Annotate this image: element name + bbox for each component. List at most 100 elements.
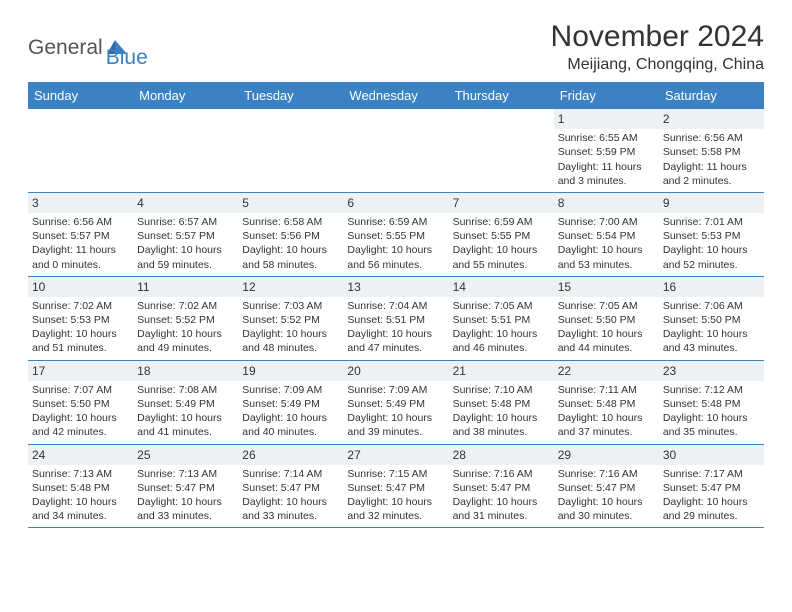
day-number: 29	[554, 445, 659, 465]
sunrise-text: Sunrise: 7:16 AM	[558, 467, 655, 481]
week-row: 3Sunrise: 6:56 AMSunset: 5:57 PMDaylight…	[28, 193, 764, 277]
daylight-text: Daylight: 10 hours and 52 minutes.	[663, 243, 760, 271]
day-number: 23	[659, 361, 764, 381]
sunset-text: Sunset: 5:54 PM	[558, 229, 655, 243]
sunset-text: Sunset: 5:50 PM	[663, 313, 760, 327]
day-cell: 29Sunrise: 7:16 AMSunset: 5:47 PMDayligh…	[554, 445, 659, 528]
sunset-text: Sunset: 5:50 PM	[32, 397, 129, 411]
day-number: 30	[659, 445, 764, 465]
sunrise-text: Sunrise: 7:05 AM	[558, 299, 655, 313]
sunset-text: Sunset: 5:47 PM	[558, 481, 655, 495]
week-row: 24Sunrise: 7:13 AMSunset: 5:48 PMDayligh…	[28, 445, 764, 529]
day-body: Sunrise: 7:12 AMSunset: 5:48 PMDaylight:…	[659, 381, 764, 444]
sunrise-text: Sunrise: 7:13 AM	[137, 467, 234, 481]
day-number: 16	[659, 277, 764, 297]
day-cell	[238, 109, 343, 192]
day-number: 21	[449, 361, 554, 381]
day-number: 20	[343, 361, 448, 381]
day-body: Sunrise: 6:58 AMSunset: 5:56 PMDaylight:…	[238, 213, 343, 276]
daylight-text: Daylight: 10 hours and 38 minutes.	[453, 411, 550, 439]
weekday-header: Saturday	[659, 82, 764, 109]
day-cell: 30Sunrise: 7:17 AMSunset: 5:47 PMDayligh…	[659, 445, 764, 528]
sunrise-text: Sunrise: 7:04 AM	[347, 299, 444, 313]
sunrise-text: Sunrise: 6:55 AM	[558, 131, 655, 145]
sunset-text: Sunset: 5:48 PM	[453, 397, 550, 411]
sunrise-text: Sunrise: 7:01 AM	[663, 215, 760, 229]
sunrise-text: Sunrise: 6:57 AM	[137, 215, 234, 229]
sunrise-text: Sunrise: 7:02 AM	[137, 299, 234, 313]
day-cell	[28, 109, 133, 192]
daylight-text: Daylight: 10 hours and 53 minutes.	[558, 243, 655, 271]
day-cell: 7Sunrise: 6:59 AMSunset: 5:55 PMDaylight…	[449, 193, 554, 276]
sunset-text: Sunset: 5:58 PM	[663, 145, 760, 159]
month-title: November 2024	[551, 20, 764, 54]
daylight-text: Daylight: 11 hours and 2 minutes.	[663, 160, 760, 188]
day-body: Sunrise: 7:09 AMSunset: 5:49 PMDaylight:…	[238, 381, 343, 444]
daylight-text: Daylight: 10 hours and 33 minutes.	[137, 495, 234, 523]
day-body: Sunrise: 7:02 AMSunset: 5:52 PMDaylight:…	[133, 297, 238, 360]
sunset-text: Sunset: 5:53 PM	[663, 229, 760, 243]
day-number: 12	[238, 277, 343, 297]
day-number: 19	[238, 361, 343, 381]
day-cell: 9 Sunrise: 7:01 AMSunset: 5:53 PMDaylight…	[659, 193, 764, 276]
sunset-text: Sunset: 5:51 PM	[347, 313, 444, 327]
sunset-text: Sunset: 5:48 PM	[558, 397, 655, 411]
sunrise-text: Sunrise: 6:56 AM	[32, 215, 129, 229]
day-number: 5	[238, 193, 343, 213]
day-body: Sunrise: 7:16 AMSunset: 5:47 PMDaylight:…	[449, 465, 554, 528]
day-number: 8	[554, 193, 659, 213]
sunset-text: Sunset: 5:52 PM	[242, 313, 339, 327]
day-cell: 16Sunrise: 7:06 AMSunset: 5:50 PMDayligh…	[659, 277, 764, 360]
sunset-text: Sunset: 5:57 PM	[137, 229, 234, 243]
sunset-text: Sunset: 5:47 PM	[242, 481, 339, 495]
sunset-text: Sunset: 5:59 PM	[558, 145, 655, 159]
weeks-container: 1Sunrise: 6:55 AMSunset: 5:59 PMDaylight…	[28, 109, 764, 528]
sunset-text: Sunset: 5:57 PM	[32, 229, 129, 243]
sunrise-text: Sunrise: 7:06 AM	[663, 299, 760, 313]
day-cell: 13Sunrise: 7:04 AMSunset: 5:51 PMDayligh…	[343, 277, 448, 360]
day-number: 11	[133, 277, 238, 297]
day-cell: 14Sunrise: 7:05 AMSunset: 5:51 PMDayligh…	[449, 277, 554, 360]
daylight-text: Daylight: 10 hours and 47 minutes.	[347, 327, 444, 355]
sunrise-text: Sunrise: 7:09 AM	[347, 383, 444, 397]
weekday-header: Wednesday	[343, 82, 448, 109]
day-body: Sunrise: 7:04 AMSunset: 5:51 PMDaylight:…	[343, 297, 448, 360]
day-body: Sunrise: 7:09 AMSunset: 5:49 PMDaylight:…	[343, 381, 448, 444]
day-number: 24	[28, 445, 133, 465]
day-cell: 23Sunrise: 7:12 AMSunset: 5:48 PMDayligh…	[659, 361, 764, 444]
day-number: 26	[238, 445, 343, 465]
sunrise-text: Sunrise: 7:09 AM	[242, 383, 339, 397]
sunrise-text: Sunrise: 7:05 AM	[453, 299, 550, 313]
daylight-text: Daylight: 10 hours and 37 minutes.	[558, 411, 655, 439]
sunset-text: Sunset: 5:47 PM	[347, 481, 444, 495]
title-block: November 2024 Meijiang, Chongqing, China	[551, 20, 764, 74]
sunrise-text: Sunrise: 7:10 AM	[453, 383, 550, 397]
sunrise-text: Sunrise: 7:15 AM	[347, 467, 444, 481]
day-body: Sunrise: 7:07 AMSunset: 5:50 PMDaylight:…	[28, 381, 133, 444]
day-body: Sunrise: 7:15 AMSunset: 5:47 PMDaylight:…	[343, 465, 448, 528]
location: Meijiang, Chongqing, China	[551, 56, 764, 74]
day-body: Sunrise: 6:59 AMSunset: 5:55 PMDaylight:…	[343, 213, 448, 276]
day-cell: 6Sunrise: 6:59 AMSunset: 5:55 PMDaylight…	[343, 193, 448, 276]
day-cell: 18Sunrise: 7:08 AMSunset: 5:49 PMDayligh…	[133, 361, 238, 444]
day-cell: 17Sunrise: 7:07 AMSunset: 5:50 PMDayligh…	[28, 361, 133, 444]
day-body: Sunrise: 7:02 AMSunset: 5:53 PMDaylight:…	[28, 297, 133, 360]
daylight-text: Daylight: 10 hours and 29 minutes.	[663, 495, 760, 523]
sunrise-text: Sunrise: 7:02 AM	[32, 299, 129, 313]
day-body: Sunrise: 6:57 AMSunset: 5:57 PMDaylight:…	[133, 213, 238, 276]
day-number: 9	[659, 193, 764, 213]
sunrise-text: Sunrise: 7:07 AM	[32, 383, 129, 397]
day-cell: 5Sunrise: 6:58 AMSunset: 5:56 PMDaylight…	[238, 193, 343, 276]
day-cell	[449, 109, 554, 192]
daylight-text: Daylight: 10 hours and 46 minutes.	[453, 327, 550, 355]
logo-text-blue: Blue	[106, 46, 148, 70]
weekday-header: Sunday	[28, 82, 133, 109]
day-body: Sunrise: 7:17 AMSunset: 5:47 PMDaylight:…	[659, 465, 764, 528]
day-body: Sunrise: 7:08 AMSunset: 5:49 PMDaylight:…	[133, 381, 238, 444]
day-number: 18	[133, 361, 238, 381]
sunrise-text: Sunrise: 7:12 AM	[663, 383, 760, 397]
daylight-text: Daylight: 10 hours and 32 minutes.	[347, 495, 444, 523]
sunrise-text: Sunrise: 6:58 AM	[242, 215, 339, 229]
sunrise-text: Sunrise: 7:16 AM	[453, 467, 550, 481]
week-row: 1Sunrise: 6:55 AMSunset: 5:59 PMDaylight…	[28, 109, 764, 193]
